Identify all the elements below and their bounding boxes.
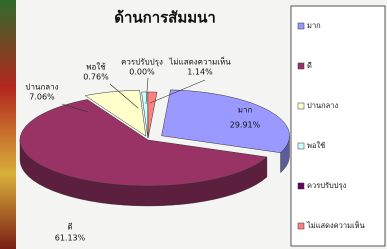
chart-title: ด้านการสัมมนา: [114, 9, 216, 27]
data-label-category: ดี: [67, 223, 72, 232]
data-label-value: 61.13%: [55, 234, 86, 243]
data-label-value: 0.76%: [83, 73, 109, 82]
legend-box: [291, 6, 385, 246]
data-label-value: 29.91%: [230, 121, 261, 130]
legend-label: ปานกลาง: [307, 101, 338, 110]
legend-swatch: [298, 183, 304, 189]
data-label-category: มาก: [238, 106, 253, 115]
legend-label: ดี: [307, 61, 312, 70]
photo-strip: [0, 0, 16, 249]
data-label-value: 7.06%: [29, 93, 55, 102]
data-label-category: พอใช้: [86, 63, 106, 72]
data-label-category: ปานกลาง: [25, 83, 58, 92]
legend-swatch: [298, 23, 304, 29]
legend-swatch: [298, 63, 304, 69]
data-label-category: ควรปรับปรุง: [121, 58, 163, 67]
data-label-value: 0.00%: [129, 68, 155, 77]
legend-label: ควรปรับปรุง: [307, 181, 347, 190]
data-label-category: ไม่แสดงความเห็น: [168, 57, 231, 67]
legend-label: มาก: [307, 21, 321, 30]
legend-swatch: [298, 143, 304, 149]
legend-label: ไม่แสดงความเห็น: [306, 220, 365, 230]
legend-swatch: [298, 103, 304, 109]
legend-swatch: [298, 223, 304, 229]
legend-label: พอใช้: [307, 141, 325, 150]
chart: ด้านการสัมมนา มาก29.91%ดี61.13%ปานกลาง7.…: [0, 0, 387, 249]
data-label-value: 1.14%: [187, 68, 213, 77]
